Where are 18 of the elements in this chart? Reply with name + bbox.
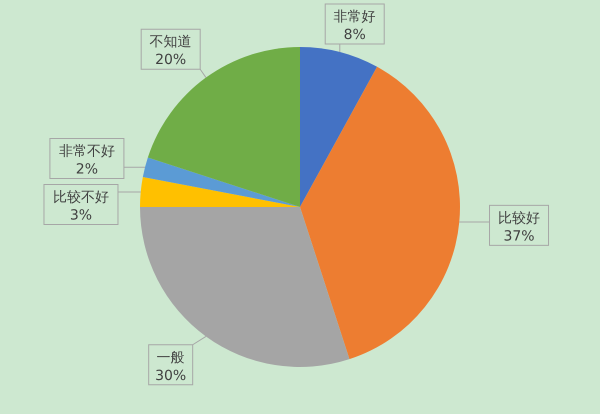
data-label: 20% (155, 52, 186, 68)
data-label: 2% (76, 162, 98, 178)
slice-label: 比较不好 (52, 190, 109, 206)
data-label: 3% (70, 208, 92, 224)
pie-slice (140, 207, 350, 367)
data-label: 37% (503, 228, 535, 244)
slice-label: 不知道 (150, 34, 192, 50)
pie-slice (300, 66, 460, 360)
pie-slice (148, 47, 300, 207)
slice-label: 一般 (156, 350, 185, 366)
pie-slice (142, 158, 300, 207)
slice-label: 非常不好 (58, 144, 115, 160)
pie-slice (300, 47, 378, 207)
pie-slice (140, 177, 300, 207)
slice-label: 比较好 (498, 210, 540, 226)
data-label: 8% (344, 27, 366, 43)
slice-label: 非常好 (334, 9, 376, 25)
data-label: 30% (155, 368, 186, 384)
